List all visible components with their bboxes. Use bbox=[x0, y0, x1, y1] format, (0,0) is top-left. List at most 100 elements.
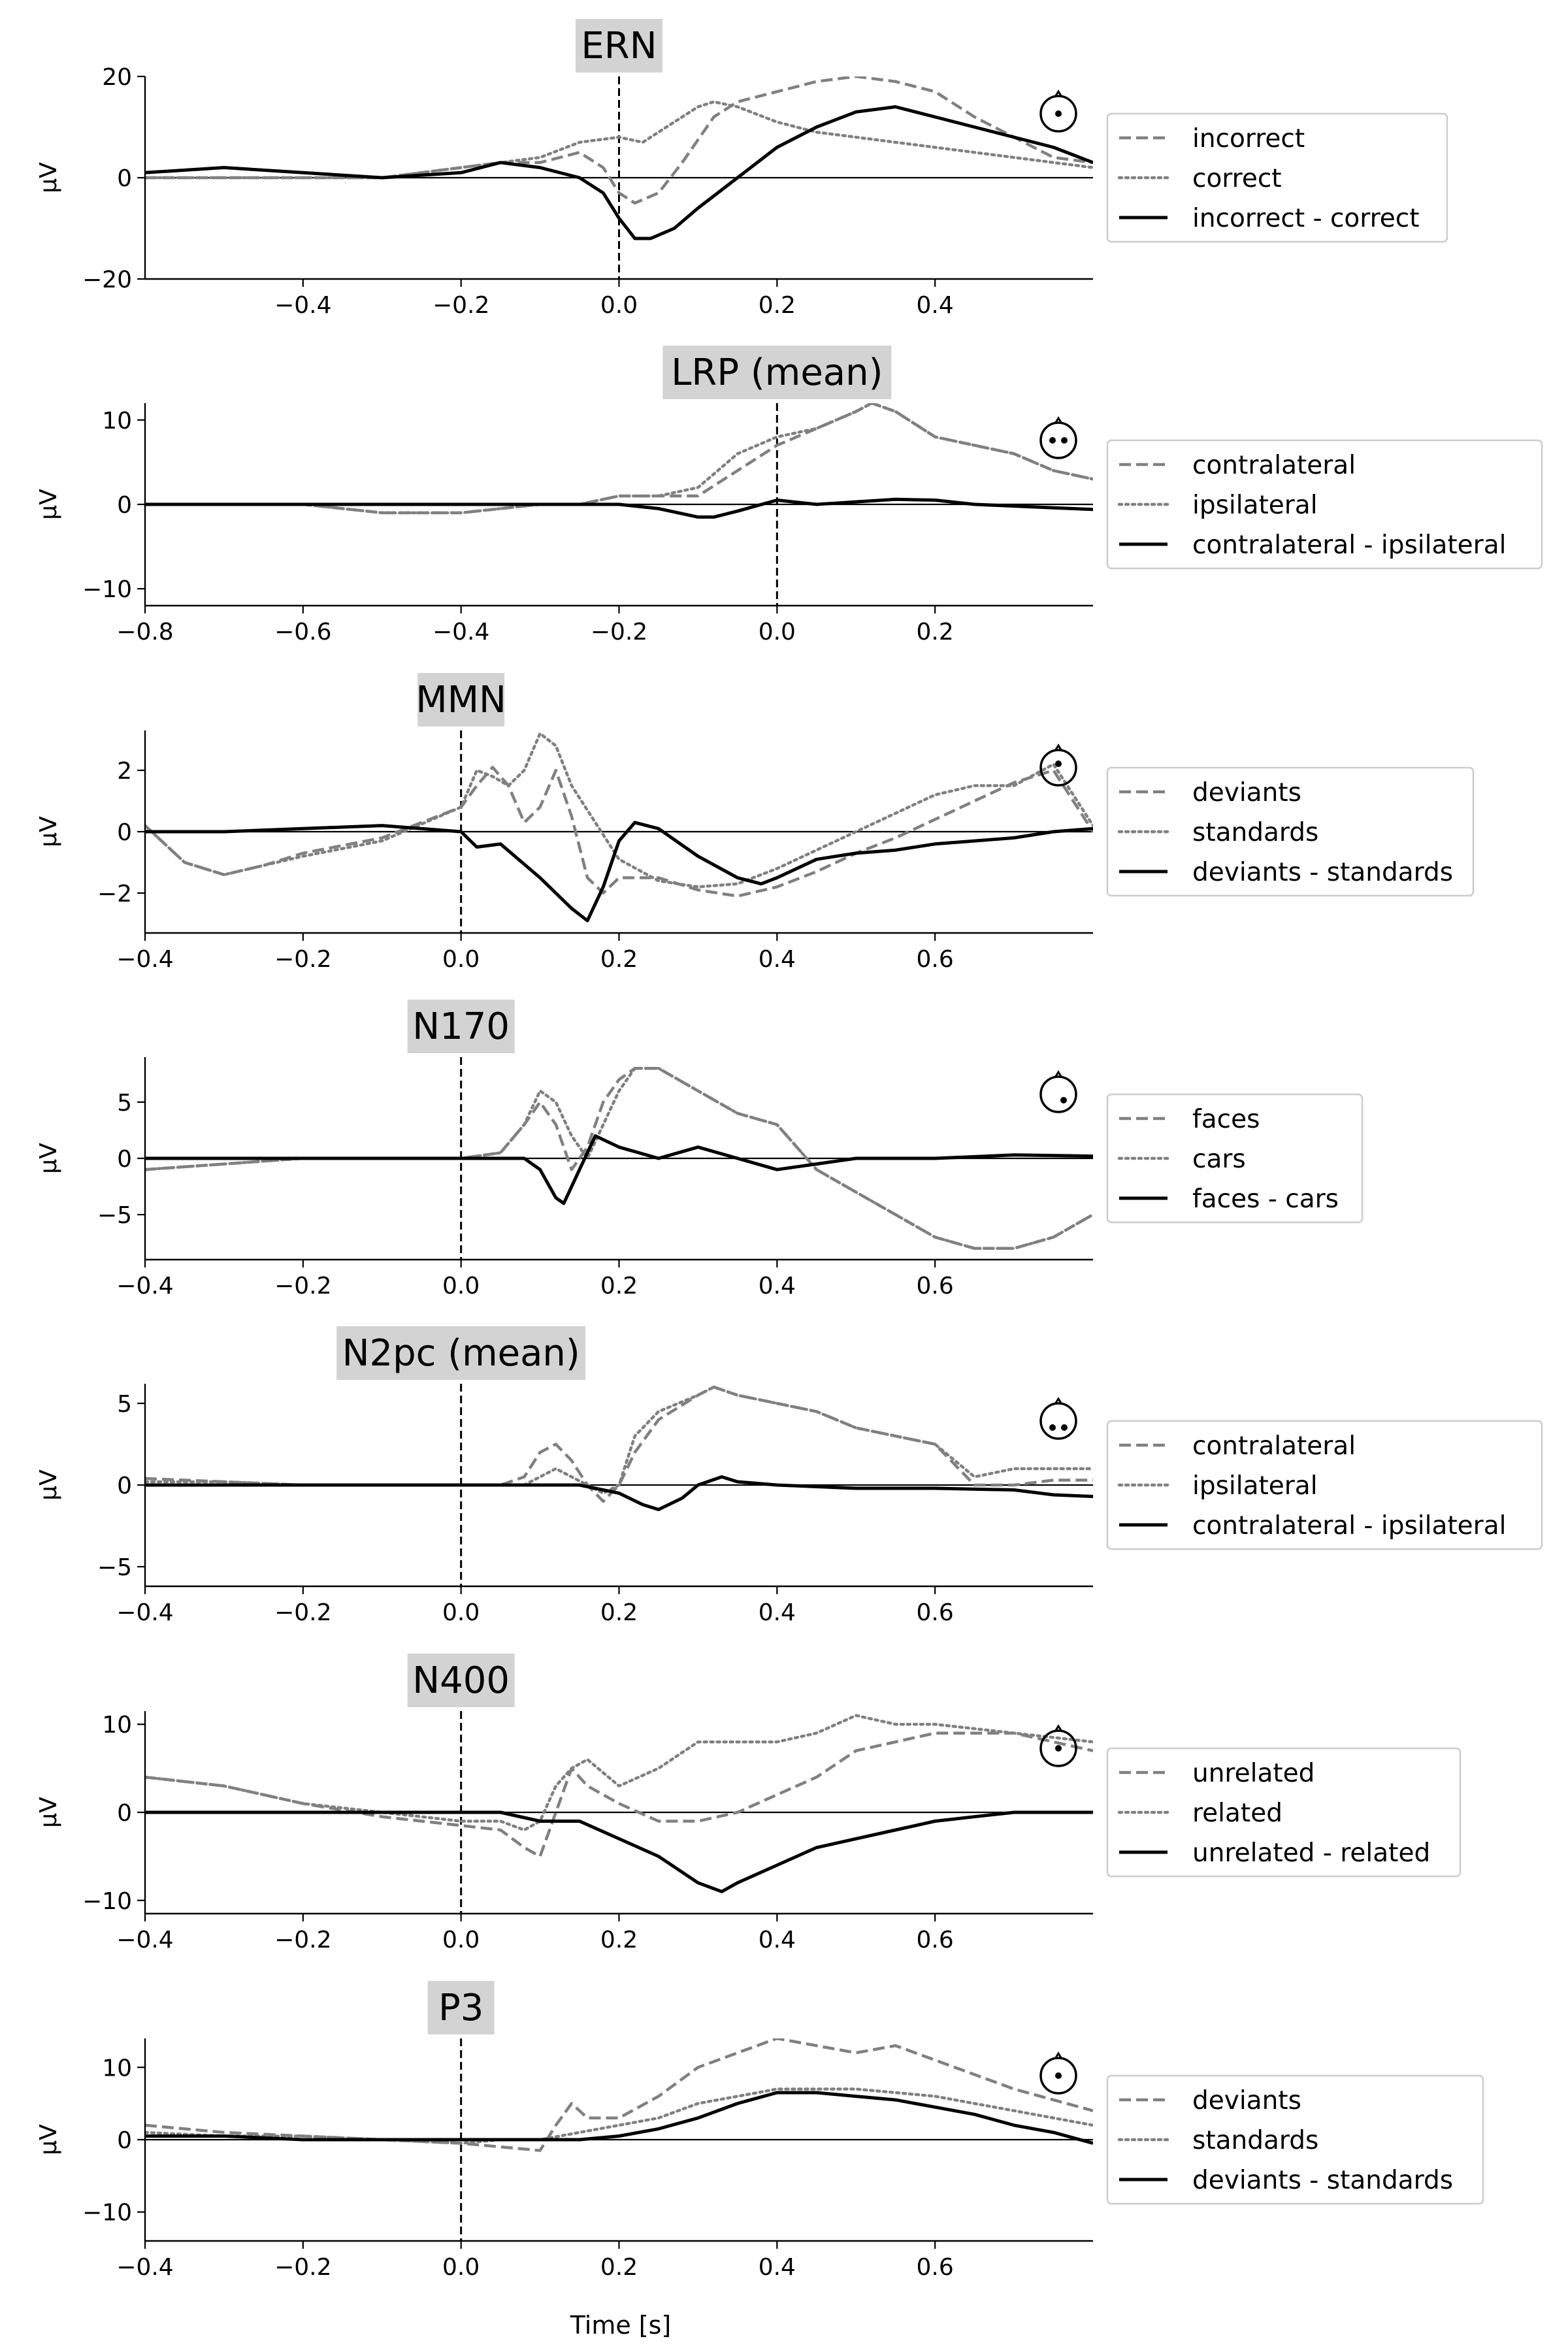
legend-entry-1: contralateral bbox=[1192, 1431, 1356, 1461]
y-tick-label: 5 bbox=[117, 1090, 132, 1117]
legend: contralateral ipsilateral contralateral - … bbox=[1106, 1420, 1543, 1550]
x-tick-label: −0.4 bbox=[116, 1599, 173, 1626]
panel-6: −10 0 10 −0.4 −0.2 0.0 0.2 0.4 0.6 µV N400 unrelate… bbox=[35, 1654, 1462, 1953]
x-tick-label: −0.6 bbox=[274, 619, 331, 645]
y-tick-label: 10 bbox=[102, 2055, 132, 2082]
legend: incorrect correct incorrect - correct bbox=[1106, 112, 1448, 243]
sensor-head-icon bbox=[1039, 743, 1077, 787]
y-tick-label: 0 bbox=[117, 1473, 132, 1499]
chart-title: ERN bbox=[581, 25, 657, 67]
y-tick-label: 0 bbox=[117, 165, 132, 192]
chart-title: MMN bbox=[416, 679, 506, 721]
panel-5: −5 0 5 −0.4 −0.2 0.0 0.2 0.4 0.6 µV N2pc (mean) con… bbox=[35, 1326, 1543, 1626]
x-tick-label: 0.0 bbox=[442, 1599, 480, 1626]
x-tick-label: 0.6 bbox=[917, 1273, 954, 1299]
series-3-line bbox=[145, 497, 1093, 519]
series-2-line bbox=[145, 732, 1093, 889]
legend: contralateral ipsilateral contralateral - … bbox=[1106, 439, 1543, 570]
title-box bbox=[576, 19, 662, 73]
x-tick-label: 0.4 bbox=[759, 1273, 796, 1299]
y-tick-label: −10 bbox=[82, 1888, 132, 1915]
chart-title: P3 bbox=[438, 1987, 483, 2029]
legend-entry-2: ipsilateral bbox=[1192, 1471, 1318, 1501]
series-1-line bbox=[145, 766, 1093, 898]
series-3-line bbox=[145, 1134, 1093, 1205]
y-tick-label: −2 bbox=[97, 881, 132, 907]
x-axis-label: Time [s] bbox=[570, 2311, 672, 2340]
legend-entry-2: standards bbox=[1192, 2126, 1318, 2155]
y-tick-label: −10 bbox=[82, 2200, 132, 2227]
chart-title: N2pc (mean) bbox=[342, 1332, 580, 1375]
y-axis-label: µV bbox=[35, 162, 62, 193]
panel-2: −10 0 10 −0.8 −0.6 −0.4 −0.2 0.0 0.2 µV LRP (mean)… bbox=[35, 346, 1543, 645]
series-2-line bbox=[145, 100, 1093, 180]
x-tick-label: 0.0 bbox=[442, 1273, 480, 1299]
legend: faces cars faces - cars bbox=[1106, 1093, 1364, 1224]
series-1-line bbox=[145, 1731, 1093, 1858]
title-box bbox=[407, 1654, 515, 1707]
legend-entry-2: standards bbox=[1192, 818, 1318, 847]
legend-entry-2: cars bbox=[1192, 1145, 1246, 1174]
x-tick-label: −0.2 bbox=[433, 292, 489, 319]
legend: deviants standards deviants - standards bbox=[1106, 2074, 1484, 2205]
y-tick-label: 5 bbox=[117, 1391, 132, 1418]
y-axis-label: µV bbox=[35, 816, 62, 847]
y-tick-label: −20 bbox=[82, 267, 132, 293]
x-tick-label: 0.4 bbox=[759, 2254, 796, 2281]
legend-entry-1: faces bbox=[1192, 1105, 1260, 1134]
y-tick-label: 0 bbox=[117, 819, 132, 846]
y-axis-label: µV bbox=[35, 1143, 62, 1174]
x-tick-label: 0.6 bbox=[917, 1927, 954, 1953]
series-1-line bbox=[145, 2038, 1093, 2152]
sensor-head-icon bbox=[1039, 2051, 1077, 2095]
y-tick-label: 0 bbox=[117, 1800, 132, 1827]
legend: unrelated related unrelated - related bbox=[1106, 1747, 1462, 1878]
legend-entry-1: unrelated bbox=[1192, 1759, 1315, 1788]
legend-entry-3: deviants - standards bbox=[1192, 858, 1453, 887]
x-tick-label: 0.0 bbox=[442, 1927, 480, 1953]
y-tick-label: −10 bbox=[82, 576, 132, 603]
x-tick-label: −0.2 bbox=[591, 619, 647, 645]
x-tick-label: −0.2 bbox=[274, 1927, 331, 1953]
chart-title: LRP (mean) bbox=[671, 351, 883, 394]
series-2-line bbox=[145, 1714, 1093, 1832]
x-tick-label: −0.4 bbox=[116, 1273, 173, 1299]
x-tick-label: −0.4 bbox=[116, 946, 173, 973]
legend: deviants standards deviants - standards bbox=[1106, 766, 1475, 897]
title-box bbox=[427, 1981, 495, 2034]
x-tick-label: −0.2 bbox=[274, 1273, 331, 1299]
y-tick-label: 2 bbox=[117, 758, 132, 785]
legend-entry-2: correct bbox=[1192, 164, 1282, 193]
x-tick-label: 0.2 bbox=[600, 1927, 638, 1953]
panel-4: −505−0.4 −0.2 0.0 0.2 0.4 0.6µVN170facescarsf… bbox=[35, 1000, 1364, 1299]
x-tick-label: −0.2 bbox=[274, 1599, 331, 1626]
panel-3: −2 0 2 −0.4 −0.2 0.0 0.2 0.4 0.6 µV MMN deviants sta… bbox=[35, 673, 1475, 973]
x-tick-label: −0.4 bbox=[116, 2254, 173, 2281]
x-tick-label: −0.4 bbox=[274, 292, 331, 319]
legend-entry-1: deviants bbox=[1192, 2086, 1301, 2115]
x-tick-label: 0.0 bbox=[600, 292, 638, 319]
y-tick-label: 0 bbox=[117, 1146, 132, 1173]
x-tick-label: 0.2 bbox=[600, 1273, 638, 1299]
x-tick-label: −0.2 bbox=[274, 2254, 331, 2281]
panel-7: −10 0 10 −0.4 −0.2 0.0 0.2 0.4 0.6 µV P3 deviants st… bbox=[35, 1981, 1484, 2281]
sensor-head-icon bbox=[1039, 1397, 1077, 1440]
legend-entry-3: contralateral - ipsilateral bbox=[1192, 531, 1506, 560]
legend-entry-1: deviants bbox=[1192, 778, 1301, 808]
title-box bbox=[407, 1000, 515, 1053]
x-tick-label: −0.8 bbox=[116, 619, 173, 645]
series-2-line bbox=[145, 403, 1093, 515]
legend-entry-1: contralateral bbox=[1192, 451, 1356, 480]
y-axis-label: µV bbox=[35, 1469, 62, 1501]
legend-entry-3: contralateral - ipsilateral bbox=[1192, 1511, 1506, 1541]
y-tick-label: 0 bbox=[117, 2127, 132, 2154]
x-tick-label: 0.2 bbox=[600, 946, 638, 973]
title-box bbox=[417, 673, 505, 727]
x-tick-label: 0.0 bbox=[442, 2254, 480, 2281]
sensor-head-icon bbox=[1039, 416, 1077, 459]
x-tick-label: −0.2 bbox=[274, 946, 331, 973]
x-tick-label: −0.4 bbox=[433, 619, 489, 645]
y-axis-label: µV bbox=[35, 1797, 62, 1828]
y-axis-label: µV bbox=[35, 489, 62, 520]
